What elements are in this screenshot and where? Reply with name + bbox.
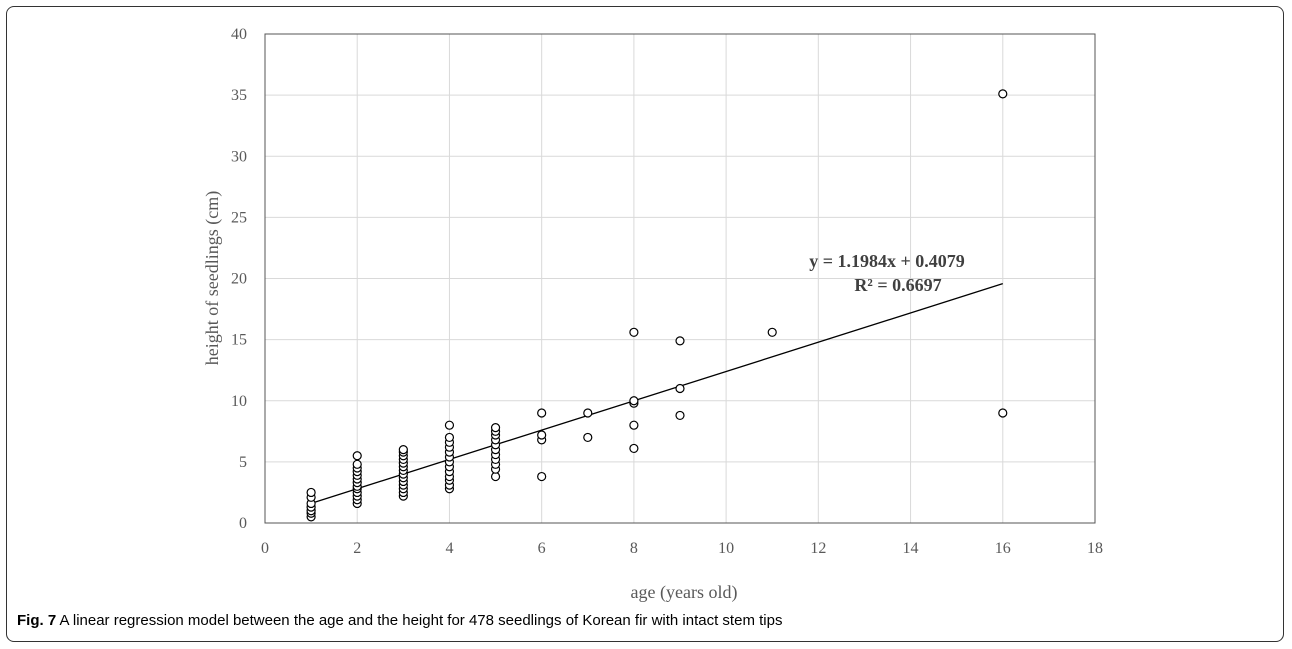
data-point — [675, 336, 685, 346]
x-tick-label: 2 — [353, 540, 361, 557]
data-point — [444, 420, 455, 430]
x-tick-label: 4 — [445, 540, 453, 557]
data-point — [537, 408, 547, 418]
data-point — [306, 487, 316, 498]
x-tick-label: 6 — [538, 540, 546, 557]
data-point — [583, 408, 593, 418]
trendline — [310, 282, 1003, 504]
gridlines — [265, 34, 1095, 523]
figure-caption-text: A linear regression model between the ag… — [59, 612, 783, 629]
x-tick-label: 18 — [1087, 540, 1103, 557]
y-tick-label: 5 — [239, 454, 247, 471]
y-tick-label: 10 — [231, 393, 247, 410]
data-point — [629, 420, 639, 430]
x-tick-label: 12 — [810, 540, 826, 557]
data-point — [998, 408, 1008, 418]
data-point — [998, 89, 1008, 99]
x-axis-label: age (years old) — [631, 582, 738, 603]
data-point — [629, 327, 639, 337]
y-axis-ticks: 0 5 10 15 20 25 30 35 40 — [231, 26, 247, 532]
data-point — [675, 383, 685, 394]
x-tick-label: 10 — [718, 540, 734, 557]
y-tick-label: 40 — [231, 26, 247, 43]
data-points — [306, 89, 1008, 522]
data-point — [629, 396, 639, 406]
y-tick-label: 35 — [231, 87, 247, 104]
y-tick-label: 20 — [231, 271, 247, 288]
figure-frame — [6, 6, 1284, 642]
figure-caption-label: Fig. 7 — [17, 612, 57, 629]
y-tick-label: 30 — [231, 148, 247, 165]
data-point — [583, 432, 593, 443]
data-point — [675, 410, 685, 421]
plot-area-border — [264, 33, 1096, 524]
figure-caption: Fig. 7 A linear regression model between… — [17, 612, 1267, 629]
data-point — [767, 327, 777, 337]
x-axis-ticks: 0 2 4 6 8 10 12 14 16 18 — [261, 540, 1103, 557]
x-tick-label: 16 — [995, 540, 1011, 557]
trendline-equation: y = 1.1984x + 0.4079 — [809, 251, 965, 271]
x-tick-label: 0 — [261, 540, 269, 557]
data-point — [352, 459, 362, 469]
scatter-chart: 0 2 4 6 8 10 12 14 16 18 0 5 10 15 20 25 30 35 40 y = 1.1… — [202, 26, 1103, 603]
y-tick-label: 15 — [231, 332, 247, 349]
data-point — [490, 423, 501, 433]
x-tick-label: 14 — [903, 540, 919, 557]
data-point — [398, 445, 408, 455]
data-point — [352, 451, 362, 461]
trendline-r-squared: R² = 0.6697 — [854, 275, 941, 295]
y-tick-label: 0 — [239, 515, 247, 532]
data-point — [444, 432, 455, 443]
data-point — [537, 430, 547, 440]
data-point — [629, 443, 639, 454]
x-tick-label: 8 — [630, 540, 638, 557]
y-tick-label: 25 — [231, 209, 247, 226]
y-axis-label: height of seedlings (cm) — [202, 191, 223, 365]
data-point — [537, 471, 547, 482]
